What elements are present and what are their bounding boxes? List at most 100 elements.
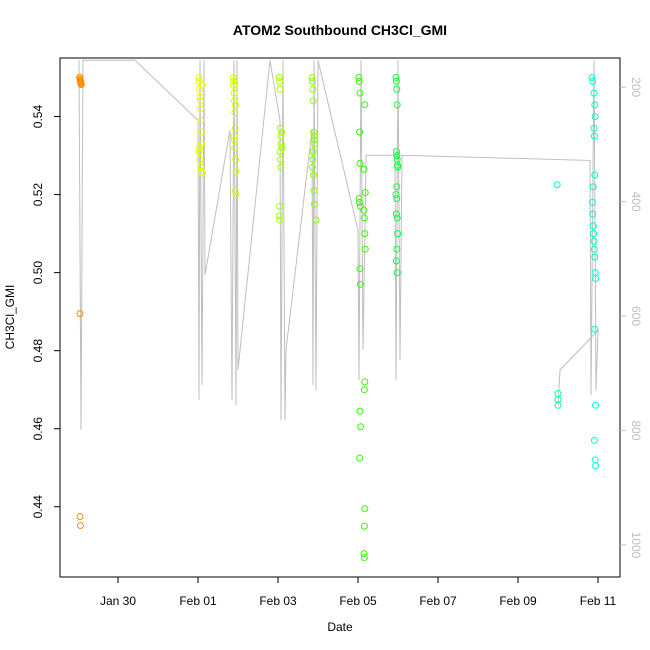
data-point	[361, 189, 369, 197]
data-point	[230, 89, 238, 97]
data-point	[310, 200, 318, 208]
data-point	[393, 85, 401, 93]
data-point	[308, 77, 316, 85]
pressure-line	[78, 59, 599, 430]
data-point	[76, 310, 84, 318]
x-axis-label: Date	[327, 620, 353, 634]
data-point	[309, 148, 317, 156]
data-point	[230, 132, 238, 140]
data-point	[198, 81, 206, 89]
y2-tick-label: 400	[629, 192, 643, 212]
y-tick-label: 0.44	[31, 495, 45, 519]
data-point	[392, 210, 400, 218]
data-point	[589, 183, 597, 191]
x-tick-label: Feb 07	[419, 594, 457, 608]
data-point	[393, 194, 401, 202]
y-tick-label: 0.52	[31, 183, 45, 207]
data-point	[196, 97, 204, 105]
x-tick-label: Feb 09	[499, 594, 537, 608]
data-point	[311, 140, 319, 148]
data-point	[310, 132, 318, 140]
data-point	[589, 222, 597, 230]
data-point	[357, 423, 365, 431]
data-point	[196, 93, 204, 101]
data-point	[196, 144, 204, 152]
data-point	[277, 132, 285, 140]
data-point	[360, 550, 368, 558]
data-point	[232, 191, 240, 199]
data-point	[360, 206, 368, 214]
data-point	[312, 216, 320, 224]
data-point	[592, 401, 600, 409]
data-point	[276, 124, 284, 132]
data-point	[356, 407, 364, 415]
data-point	[309, 85, 317, 93]
y2-tick-label: 1000	[629, 532, 643, 559]
plot-area	[76, 59, 600, 561]
data-point	[276, 148, 284, 156]
data-point	[195, 148, 203, 156]
data-point	[392, 74, 400, 82]
data-point	[198, 169, 206, 177]
data-point	[589, 210, 597, 218]
data-point	[360, 214, 368, 222]
x-tick-label: Feb 03	[259, 594, 297, 608]
data-point	[196, 105, 204, 113]
data-point	[393, 101, 401, 109]
data-point	[356, 159, 364, 167]
data-point	[591, 325, 599, 333]
data-point	[591, 101, 599, 109]
data-point	[392, 148, 400, 156]
data-point	[393, 269, 401, 277]
data-point	[308, 163, 316, 171]
data-point	[275, 212, 283, 220]
data-point	[361, 245, 369, 253]
data-point	[198, 140, 206, 148]
data-point	[554, 401, 562, 409]
data-point	[278, 128, 286, 136]
data-point	[276, 155, 284, 163]
y-axis-label: CH3Cl_GMI	[3, 285, 17, 350]
y2-tick-label: 200	[629, 77, 643, 97]
y-tick-label: 0.50	[31, 261, 45, 285]
data-point	[356, 89, 364, 97]
data-point	[232, 101, 240, 109]
data-point	[589, 77, 597, 85]
data-point	[591, 113, 599, 121]
data-point	[592, 274, 600, 282]
data-point	[76, 74, 84, 82]
x-tick-label: Feb 11	[580, 594, 617, 608]
data-point	[356, 202, 364, 210]
data-point	[590, 436, 598, 444]
data-point	[553, 181, 561, 189]
data-point	[310, 187, 318, 195]
data-point	[591, 171, 599, 179]
data-point	[592, 462, 600, 470]
data-point	[590, 124, 598, 132]
data-point	[356, 265, 364, 273]
data-point	[590, 237, 598, 245]
y-tick-label: 0.54	[31, 105, 45, 129]
y2-tick-label: 800	[629, 420, 643, 440]
data-point	[231, 124, 239, 132]
data-point	[361, 101, 369, 109]
data-point	[276, 85, 284, 93]
data-point	[76, 521, 84, 529]
data-point	[393, 214, 401, 222]
data-point	[356, 454, 364, 462]
data-point	[360, 386, 368, 394]
x-tick-label: Feb 01	[179, 594, 217, 608]
data-point	[197, 128, 205, 136]
data-point	[360, 553, 368, 561]
data-point	[393, 183, 401, 191]
data-point	[231, 144, 239, 152]
data-point	[232, 167, 240, 175]
data-point	[231, 187, 239, 195]
y-tick-label: 0.48	[31, 339, 45, 363]
data-point	[276, 216, 284, 224]
data-point	[356, 128, 364, 136]
data-point	[361, 378, 369, 386]
data-point	[276, 77, 284, 85]
data-point	[310, 128, 318, 136]
